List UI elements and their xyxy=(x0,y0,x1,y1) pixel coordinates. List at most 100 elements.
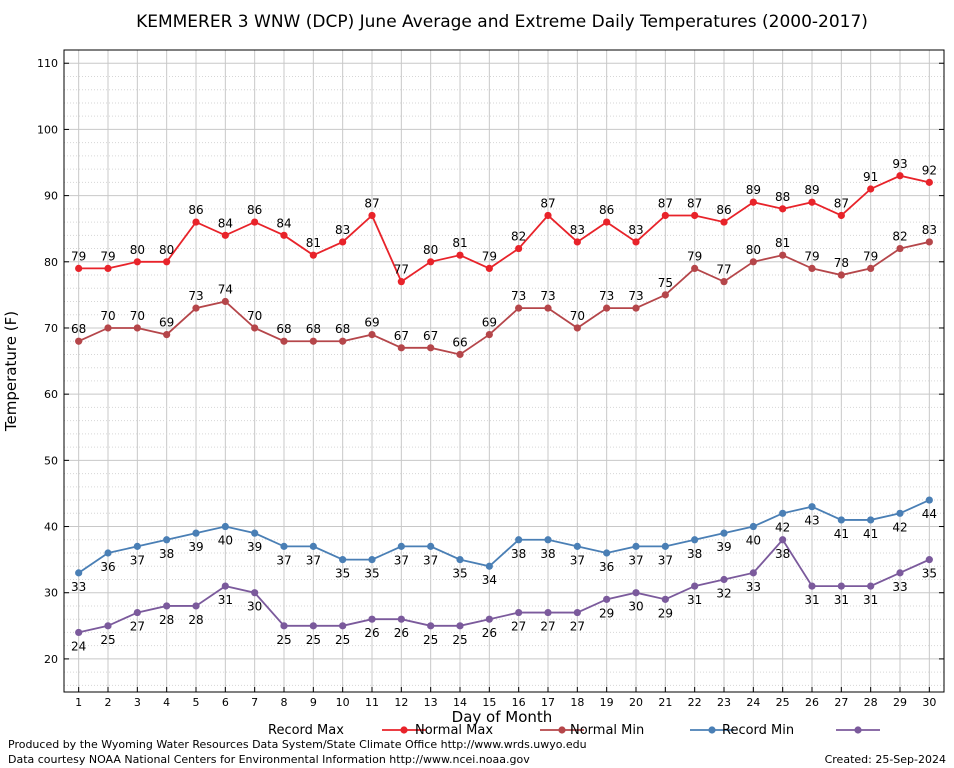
data-label: 79 xyxy=(71,249,86,263)
data-point xyxy=(896,569,904,577)
data-label: 41 xyxy=(863,527,878,541)
x-tick-label: 10 xyxy=(336,696,350,709)
data-label: 78 xyxy=(834,256,849,270)
data-label: 68 xyxy=(306,322,321,336)
data-point xyxy=(485,264,493,273)
data-label: 37 xyxy=(658,553,673,567)
data-label: 39 xyxy=(188,540,203,554)
data-label: 30 xyxy=(247,600,262,614)
data-label: 37 xyxy=(570,553,585,567)
series-line xyxy=(78,499,930,574)
data-label: 91 xyxy=(863,170,878,184)
data-point xyxy=(163,602,171,610)
legend-swatch-marker xyxy=(708,726,716,734)
data-point xyxy=(485,562,493,570)
x-tick-label: 29 xyxy=(893,696,907,709)
data-point xyxy=(280,622,288,630)
data-label: 38 xyxy=(687,547,702,561)
x-tick-label: 14 xyxy=(453,696,467,709)
data-label: 77 xyxy=(716,263,731,277)
data-point xyxy=(251,529,259,537)
data-point xyxy=(133,324,141,332)
data-point xyxy=(573,238,581,246)
data-label: 83 xyxy=(335,223,350,237)
data-label: 25 xyxy=(423,633,438,647)
data-label: 92 xyxy=(922,163,937,177)
data-label: 68 xyxy=(71,322,86,336)
x-tick-label: 3 xyxy=(134,696,141,709)
data-point xyxy=(837,516,845,524)
chart-title: KEMMERER 3 WNW (DCP) June Average and Ex… xyxy=(136,12,868,32)
data-label: 73 xyxy=(540,289,555,303)
data-label: 37 xyxy=(628,553,643,567)
data-label: 70 xyxy=(570,309,585,323)
data-label: 89 xyxy=(804,183,819,197)
data-label: 82 xyxy=(511,230,526,244)
data-point xyxy=(661,542,669,550)
data-label: 74 xyxy=(218,283,233,297)
data-label: 86 xyxy=(247,203,262,217)
series-record-max: 79 79 80 80 86 84 86 84 81 83 87 77 80 81 79 82 87 83 86 83… xyxy=(71,157,937,286)
data-point xyxy=(309,622,317,630)
data-point xyxy=(280,231,288,239)
data-label: 77 xyxy=(394,263,409,277)
data-point xyxy=(221,582,229,590)
data-label: 80 xyxy=(159,243,174,257)
data-label: 40 xyxy=(218,534,233,548)
data-point xyxy=(163,330,171,339)
x-tick-label: 23 xyxy=(717,696,731,709)
data-point xyxy=(515,608,523,617)
data-point xyxy=(397,615,405,623)
data-point xyxy=(397,344,405,352)
series-layer: 79 79 80 80 86 84 86 84 81 83 87 77 80 81 79 82 87 83 86 83… xyxy=(71,157,937,654)
data-label: 82 xyxy=(892,230,907,244)
data-label: 79 xyxy=(863,249,878,263)
x-tick-label: 12 xyxy=(394,696,408,709)
data-label: 25 xyxy=(100,633,115,647)
series-normal-min: 33 36 37 38 39 40 39 37 37 35 35 37 37 35 34 38 38 37 36 37… xyxy=(71,496,937,594)
data-label: 25 xyxy=(335,633,350,647)
x-tick-label: 13 xyxy=(424,696,438,709)
data-point xyxy=(309,337,317,345)
data-point xyxy=(661,211,669,220)
x-tick-label: 15 xyxy=(482,696,496,709)
data-point xyxy=(515,244,523,253)
data-label: 27 xyxy=(130,620,145,634)
data-point xyxy=(779,509,787,517)
data-point xyxy=(632,589,640,597)
data-label: 83 xyxy=(570,223,585,237)
data-label: 39 xyxy=(716,540,731,554)
data-label: 27 xyxy=(540,620,555,634)
data-point xyxy=(485,615,493,623)
data-point xyxy=(104,549,112,557)
data-point xyxy=(544,536,552,544)
data-point xyxy=(515,536,523,544)
data-point xyxy=(691,582,699,590)
data-label: 31 xyxy=(804,593,819,607)
data-point xyxy=(691,264,699,273)
grid xyxy=(64,50,944,692)
data-point xyxy=(573,542,581,550)
data-label: 32 xyxy=(716,586,731,600)
temperature-chart: KEMMERER 3 WNW (DCP) June Average and Ex… xyxy=(2,12,945,738)
data-point xyxy=(896,172,904,180)
data-point xyxy=(456,350,464,359)
data-label: 84 xyxy=(276,216,291,230)
data-point xyxy=(603,304,611,312)
data-label: 88 xyxy=(775,190,790,204)
data-label: 42 xyxy=(775,520,790,534)
data-label: 73 xyxy=(188,289,203,303)
data-label: 86 xyxy=(599,203,614,217)
x-tick-label: 20 xyxy=(629,696,643,709)
data-label: 37 xyxy=(394,553,409,567)
data-label: 83 xyxy=(628,223,643,237)
data-label: 80 xyxy=(746,243,761,257)
data-label: 86 xyxy=(188,203,203,217)
data-label: 73 xyxy=(599,289,614,303)
data-label: 30 xyxy=(628,600,643,614)
data-point xyxy=(75,628,83,637)
data-point xyxy=(632,542,640,550)
data-label: 35 xyxy=(452,567,467,581)
series-line xyxy=(78,241,930,356)
data-label: 26 xyxy=(364,626,379,640)
